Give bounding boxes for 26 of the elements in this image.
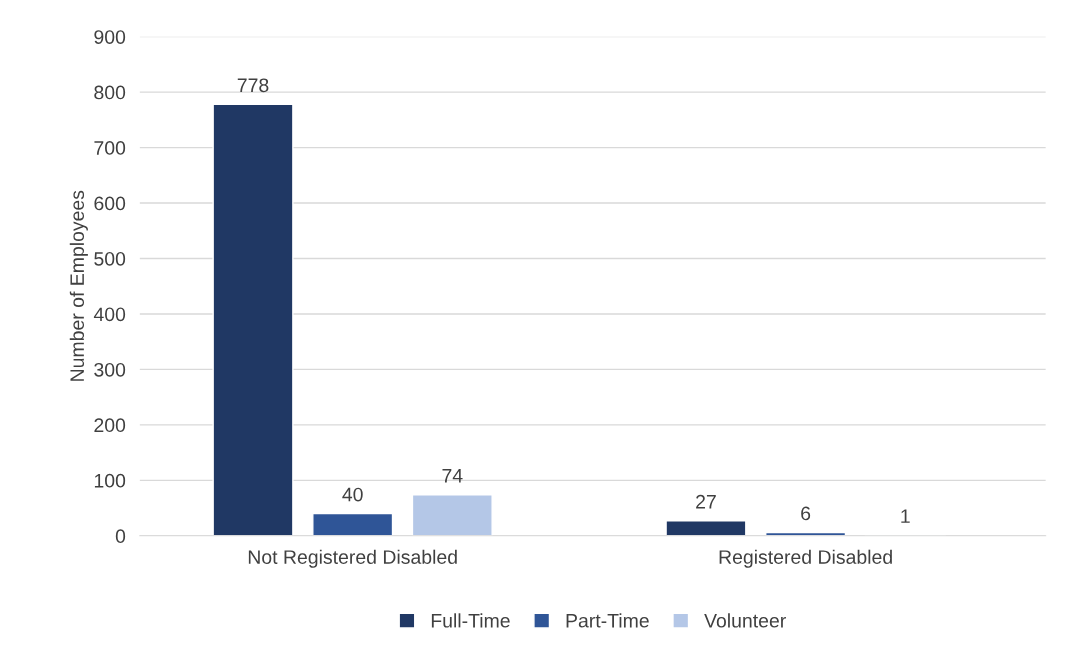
legend-label: Part-Time xyxy=(566,613,649,628)
y-tick-label: 600 xyxy=(94,196,126,211)
legend-label: Volunteer xyxy=(704,613,786,628)
bar xyxy=(665,520,747,536)
bar xyxy=(312,512,394,536)
data-label: 1 xyxy=(901,509,910,523)
y-tick-label: 500 xyxy=(94,251,126,266)
legend-label: Full-Time xyxy=(431,613,510,628)
data-label: 27 xyxy=(696,494,716,509)
data-label: 6 xyxy=(801,506,811,521)
x-tick-label: Not Registered Disabled xyxy=(248,549,457,568)
y-tick-label: 300 xyxy=(94,362,126,377)
x-tick-label: Registered Disabled xyxy=(719,549,892,568)
y-tick-label: 400 xyxy=(93,307,126,322)
y-tick-label: 200 xyxy=(94,418,126,433)
data-label: 74 xyxy=(442,469,463,483)
data-label: 778 xyxy=(237,78,269,93)
data-label: 40 xyxy=(342,487,363,502)
y-tick-label: 800 xyxy=(94,85,126,100)
bar xyxy=(212,103,294,536)
y-axis-title: Number of Employees xyxy=(69,190,88,381)
y-tick-label: 700 xyxy=(94,141,126,155)
y-tick-label: 0 xyxy=(115,529,126,544)
y-tick-label: 900 xyxy=(94,30,126,44)
bar xyxy=(411,494,493,536)
y-tick-label: 100 xyxy=(94,473,126,488)
